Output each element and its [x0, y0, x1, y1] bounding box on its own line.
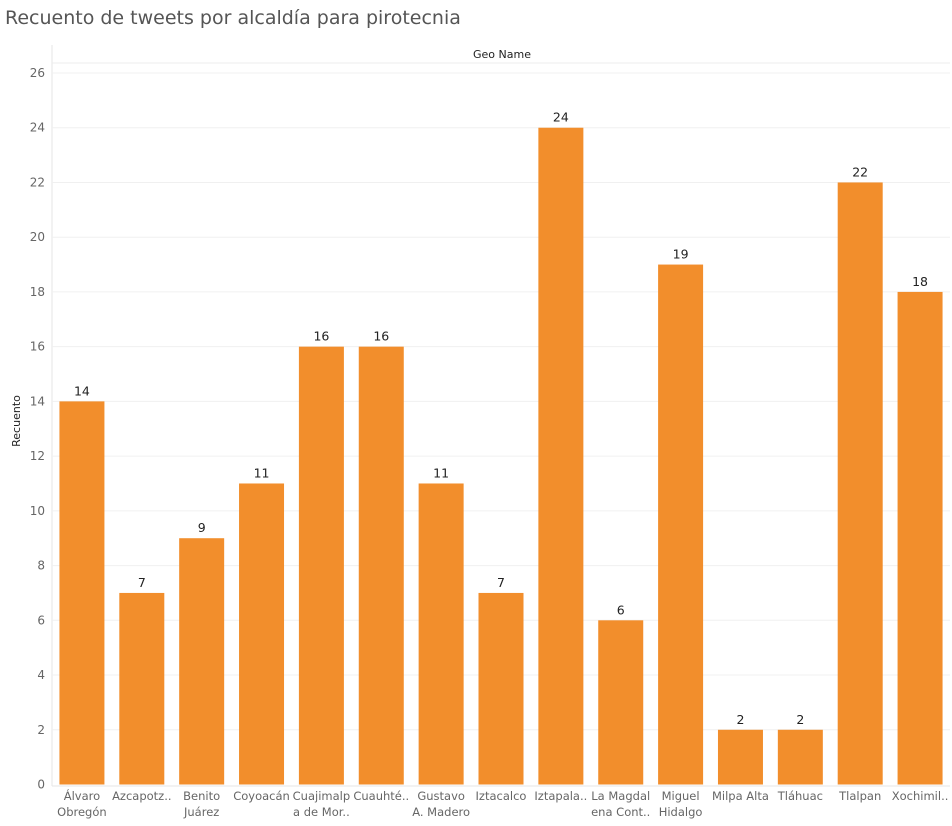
bar [598, 620, 644, 785]
category-label: A. Madero [412, 805, 470, 819]
bar [59, 401, 105, 785]
category-label: Milpa Alta [712, 789, 769, 803]
data-label: 9 [198, 520, 206, 535]
category-label: Miguel [662, 789, 700, 803]
bar [837, 182, 883, 785]
data-label: 24 [553, 110, 569, 125]
data-label: 2 [736, 712, 744, 727]
category-label: Cuajimalp [293, 789, 351, 803]
category-label: a de Mor.. [293, 805, 350, 819]
bar [658, 264, 704, 785]
category-label: Iztapala.. [534, 789, 587, 803]
category-label: Álvaro [64, 788, 100, 803]
category-label: Tláhuac [777, 789, 823, 803]
category-label: Azcapotz.. [112, 789, 171, 803]
y-tick-label: 10 [30, 504, 45, 518]
category-label: Cuauhté.. [353, 789, 409, 803]
category-label: Hidalgo [659, 805, 703, 819]
data-label: 6 [617, 602, 625, 617]
bar [777, 729, 823, 785]
data-label: 11 [433, 465, 449, 480]
data-label: 7 [138, 575, 146, 590]
y-tick-label: 2 [37, 723, 45, 737]
y-tick-label: 24 [30, 121, 45, 135]
y-tick-label: 0 [37, 778, 45, 792]
y-tick-label: 6 [37, 613, 45, 627]
y-tick-label: 8 [37, 559, 45, 573]
data-label: 19 [673, 247, 689, 262]
data-label: 18 [912, 274, 928, 289]
bar [179, 538, 225, 785]
bar [358, 346, 404, 785]
y-tick-label: 4 [37, 668, 45, 682]
data-label: 22 [852, 164, 868, 179]
category-label: Juárez [183, 805, 219, 819]
bars [59, 127, 943, 785]
category-labels: Álvaro Obregón Azcapotz.. Benito Juárez Coyoa… [57, 788, 948, 819]
category-label: Obregón [57, 805, 107, 819]
data-label: 7 [497, 575, 505, 590]
y-tick-label: 14 [30, 394, 45, 408]
y-tick-label: 12 [30, 449, 45, 463]
bar [298, 346, 344, 785]
data-label: 14 [74, 383, 90, 398]
bar [119, 592, 165, 785]
bar [897, 291, 943, 785]
bar [538, 127, 584, 785]
bar [418, 483, 464, 785]
y-tick-label: 22 [30, 175, 45, 189]
y-tick-label: 26 [30, 66, 45, 80]
data-label: 16 [373, 329, 389, 344]
y-axis-title: Recuento [10, 395, 23, 447]
y-tick-label: 18 [30, 285, 45, 299]
category-label: Tlalpan [838, 789, 881, 803]
data-label: 2 [796, 712, 804, 727]
category-label: Benito [183, 789, 220, 803]
chart-title: Recuento de tweets por alcaldía para pir… [5, 7, 461, 29]
column-header: Geo Name [473, 48, 531, 61]
y-tick-label: 16 [30, 340, 45, 354]
y-tick-label: 20 [30, 230, 45, 244]
category-label: Xochimil.. [892, 789, 949, 803]
data-label: 16 [313, 329, 329, 344]
bar [717, 729, 763, 785]
category-label: Gustavo [417, 789, 465, 803]
bar [478, 592, 524, 785]
category-label: Iztacalco [476, 789, 527, 803]
category-label: La Magdal [591, 789, 650, 803]
category-label: Coyoacán [233, 789, 290, 803]
category-label: ena Cont.. [591, 805, 650, 819]
data-label: 11 [254, 465, 270, 480]
bar [239, 483, 285, 785]
